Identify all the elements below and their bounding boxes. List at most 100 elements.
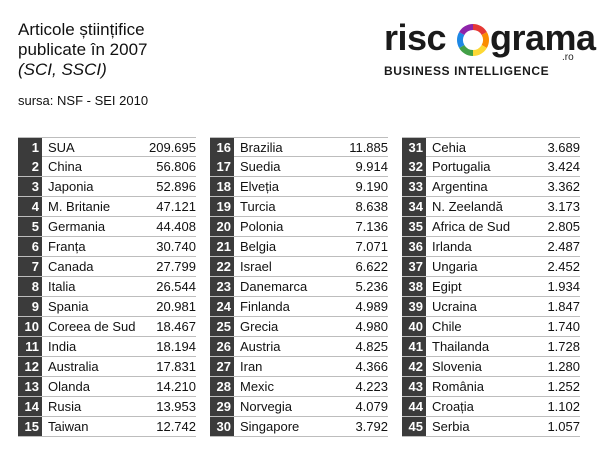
country-cell: India (48, 339, 77, 354)
value-cell: 209.695 (149, 140, 196, 155)
riscograma-logo: risc grama .ro BUSINESS INTELLIGENCE (384, 16, 596, 79)
value-cell: 1.728 (547, 339, 580, 354)
value-cell: 30.740 (156, 239, 196, 254)
value-cell: 56.806 (156, 159, 196, 174)
country-cell: Brazilia (240, 140, 283, 155)
rank-cell: 36 (402, 237, 426, 256)
logo-ring-segment (459, 44, 474, 56)
country-cell: Polonia (240, 219, 284, 234)
table-row: 27 Iran 4.366 (210, 357, 388, 377)
value-cell: 27.799 (156, 259, 196, 274)
title-line-1: Articole științifice (18, 20, 145, 39)
table-row: 16 Brazilia 11.885 (210, 137, 388, 157)
country-cell: Argentina (432, 179, 488, 194)
country-cell: Spania (48, 299, 89, 314)
country-cell: Slovenia (432, 359, 482, 374)
country-cell: România (432, 379, 485, 394)
rank-cell: 43 (402, 377, 426, 396)
country-cell: Finlanda (240, 299, 290, 314)
table-row: 7 Canada 27.799 (18, 257, 196, 277)
country-cell: Taiwan (48, 419, 89, 434)
table-row: 26 Austria 4.825 (210, 337, 388, 357)
rank-cell: 32 (402, 157, 426, 176)
value-cell: 12.742 (156, 419, 196, 434)
logo-ring-segment (472, 44, 487, 56)
country-cell: Croația (432, 399, 474, 414)
rank-cell: 30 (210, 417, 234, 436)
value-cell: 4.989 (355, 299, 388, 314)
logo-ring-segment (457, 32, 465, 48)
country-cell: Canada (48, 259, 94, 274)
value-cell: 4.825 (355, 339, 388, 354)
country-cell: Ucraina (432, 299, 477, 314)
logo-ring-segment (472, 24, 487, 36)
value-cell: 18.467 (156, 319, 196, 334)
table-row: 18 Elveția 9.190 (210, 177, 388, 197)
value-cell: 1.252 (547, 379, 580, 394)
value-cell: 9.914 (355, 159, 388, 174)
country-cell: N. Zeelandă (432, 199, 503, 214)
country-cell: Coreea de Sud (48, 319, 136, 334)
rank-cell: 14 (18, 397, 42, 416)
table-row: 1 SUA 209.695 (18, 137, 196, 157)
title-line-2: publicate în 2007 (18, 40, 148, 59)
rank-cell: 1 (18, 138, 42, 157)
value-cell: 4.366 (355, 359, 388, 374)
table-row: 31 Cehia 3.689 (402, 137, 580, 157)
value-cell: 4.980 (355, 319, 388, 334)
value-cell: 4.223 (355, 379, 388, 394)
rank-cell: 7 (18, 257, 42, 276)
logo-ring-icon (457, 24, 489, 56)
rank-cell: 31 (402, 138, 426, 157)
value-cell: 13.953 (156, 399, 196, 414)
country-cell: Iran (240, 359, 263, 374)
rank-cell: 28 (210, 377, 234, 396)
value-cell: 2.452 (547, 259, 580, 274)
rank-cell: 16 (210, 138, 234, 157)
rank-cell: 35 (402, 217, 426, 236)
table-row: 34 N. Zeelandă 3.173 (402, 197, 580, 217)
rank-cell: 40 (402, 317, 426, 336)
rank-cell: 8 (18, 277, 42, 296)
logo-ring-segment (481, 32, 489, 48)
value-cell: 3.792 (355, 419, 388, 434)
table-row: 6 Franța 30.740 (18, 237, 196, 257)
rank-cell: 17 (210, 157, 234, 176)
table-row: 11 India 18.194 (18, 337, 196, 357)
value-cell: 2.487 (547, 239, 580, 254)
country-cell: Italia (48, 279, 76, 294)
country-cell: Egipt (432, 279, 462, 294)
source-note: sursa: NSF - SEI 2010 (18, 93, 149, 108)
country-cell: Portugalia (432, 159, 491, 174)
value-cell: 18.194 (156, 339, 196, 354)
rank-cell: 11 (18, 337, 42, 356)
value-cell: 1.102 (547, 399, 580, 414)
rank-cell: 24 (210, 297, 234, 316)
rank-cell: 44 (402, 397, 426, 416)
rank-cell: 27 (210, 357, 234, 376)
table-row: 41 Thailanda 1.728 (402, 337, 580, 357)
logo-ring-segment (459, 24, 474, 36)
logo-word-start: risc (384, 17, 447, 58)
table-row: 43 România 1.252 (402, 377, 580, 397)
table-row: 45 Serbia 1.057 (402, 417, 580, 437)
title-line-3: (SCI, SSCI) (18, 60, 107, 79)
value-cell: 7.071 (355, 239, 388, 254)
value-cell: 1.280 (547, 359, 580, 374)
rank-cell: 45 (402, 417, 426, 436)
value-cell: 11.885 (349, 140, 388, 155)
table-row: 33 Argentina 3.362 (402, 177, 580, 197)
table-row: 14 Rusia 13.953 (18, 397, 196, 417)
rank-cell: 33 (402, 177, 426, 196)
table-row: 44 Croația 1.102 (402, 397, 580, 417)
country-cell: M. Britanie (48, 199, 111, 214)
rank-cell: 42 (402, 357, 426, 376)
rank-cell: 29 (210, 397, 234, 416)
value-cell: 5.236 (355, 279, 388, 294)
country-cell: Cehia (432, 140, 466, 155)
rank-cell: 2 (18, 157, 42, 176)
table-row: 9 Spania 20.981 (18, 297, 196, 317)
ranking-column-3: 31 Cehia 3.689 32 Portugalia 3.424 33 Argentina… (402, 137, 580, 437)
rank-cell: 41 (402, 337, 426, 356)
country-cell: SUA (48, 140, 75, 155)
